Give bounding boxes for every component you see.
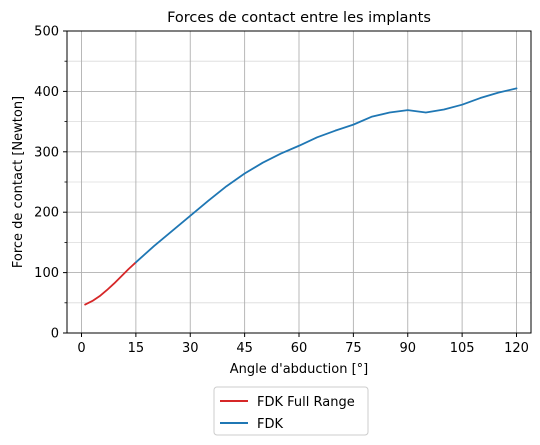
chart-title: Forces de contact entre les implants <box>167 10 431 26</box>
y-tick-label: 0 <box>51 327 59 342</box>
series-lines <box>84 87 518 306</box>
y-tick-label: 400 <box>34 85 59 100</box>
series-line-fdk-full-range <box>84 261 137 306</box>
series-line-fdk <box>134 87 518 264</box>
legend: FDK Full Range FDK <box>213 386 369 436</box>
y-tick-label: 200 <box>34 206 59 221</box>
x-tick-label: 15 <box>128 341 145 356</box>
x-tick-label: 75 <box>345 341 362 356</box>
x-tick-label: 30 <box>182 341 199 356</box>
x-tick-label: 60 <box>291 341 308 356</box>
y-axis-label: Force de contact [Newton] <box>11 96 26 268</box>
x-axis-label: Angle d'abduction [°] <box>230 362 369 377</box>
x-tick-label: 0 <box>77 341 85 356</box>
y-tick-label: 300 <box>34 145 59 160</box>
grid <box>67 30 531 334</box>
x-tick-label: 90 <box>399 341 416 356</box>
legend-label-fdk-full-range: FDK Full Range <box>257 395 355 410</box>
y-tick-label: 500 <box>34 25 59 40</box>
legend-label-fdk: FDK <box>257 417 283 432</box>
x-tick-label: 45 <box>236 341 253 356</box>
legend-box <box>213 386 369 436</box>
y-tick-label: 100 <box>34 266 59 281</box>
axis-ticks: 0 100 200 300 400 500 0 15 30 45 60 75 90 105 120 <box>34 25 529 357</box>
x-tick-label: 105 <box>450 341 475 356</box>
x-tick-label: 120 <box>504 341 529 356</box>
